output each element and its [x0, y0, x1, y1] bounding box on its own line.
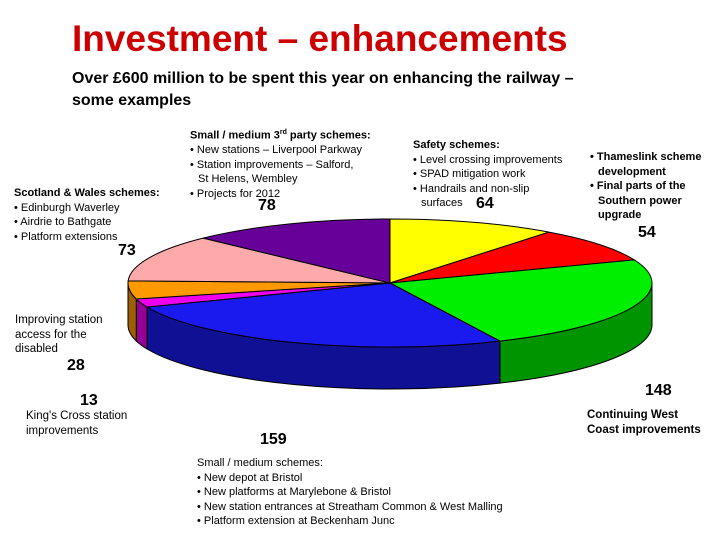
slice-value-disabled-access: 28 — [67, 357, 85, 374]
slice-value-scotland-wales: 73 — [118, 242, 136, 259]
slice-item: • SPAD mitigation work — [413, 168, 526, 180]
pie-slice-7 — [202, 218, 391, 284]
slice-label-disabled-access: Improving station access for the disable… — [15, 313, 127, 357]
slice-label-scotland-wales: Scotland & Wales schemes: • Edinburgh Wa… — [14, 186, 160, 244]
slice-item: development — [598, 165, 666, 178]
slice-label-kings-cross: King's Cross station improvements — [26, 409, 156, 438]
slice-heading: Small / medium 3rd party schemes: — [190, 129, 371, 142]
slice-item: • Station improvements – Salford, — [190, 158, 354, 171]
slice-item: • Edinburgh Waverley — [14, 201, 120, 214]
slice-label-small-medium: Small / medium schemes: • New depot at B… — [197, 456, 503, 529]
slice-value-safety-schemes: 64 — [476, 195, 494, 212]
page-title: Investment – enhancements — [72, 18, 568, 59]
slice-value-third-party: 78 — [258, 197, 276, 214]
slice-heading: Small / medium schemes: — [197, 457, 323, 469]
slice-item: • Level crossing improvements — [413, 153, 563, 166]
slice-item: • Final parts of the — [590, 180, 686, 192]
slice-heading: Scotland & Wales schemes: — [14, 187, 160, 199]
slice-label-third-party: Small / medium 3rd party schemes: • New … — [190, 126, 371, 201]
slice-label-thameslink: • Thameslink scheme development • Final … — [590, 150, 701, 223]
slice-item: • Handrails and non-slip — [413, 182, 530, 195]
slice-item: upgrade — [598, 209, 642, 221]
slice-value-small-medium: 159 — [260, 431, 287, 448]
slice-item: St Helens, Wembley — [198, 173, 298, 186]
pie-slice-0 — [389, 218, 550, 284]
slice-item: • New depot at Bristol — [197, 471, 303, 484]
slice-value-west-coast: 148 — [645, 382, 672, 399]
slice-item: • Platform extension at Beckenham Junc — [197, 515, 395, 527]
slice-value-thameslink: 54 — [638, 224, 656, 241]
slice-item: Southern power — [598, 194, 682, 207]
slice-label-west-coast: Continuing West Coast improvements — [587, 408, 712, 437]
slice-item: • Airdrie to Bathgate — [14, 216, 112, 228]
slice-heading: Continuing West Coast improvements — [587, 409, 701, 436]
slice-heading: Improving station access for the disable… — [15, 314, 103, 355]
slice-heading: Safety schemes: — [413, 139, 500, 151]
page-subtitle: Over £600 million to be spent this year … — [72, 70, 574, 109]
pie-slice-6 — [127, 237, 391, 284]
slice-label-safety-schemes: Safety schemes: • Level crossing improve… — [413, 138, 562, 211]
slice-heading: King's Cross station improvements — [26, 410, 128, 437]
slice-item: • Thameslink scheme — [590, 151, 702, 163]
slice-item: • New station entrances at Streatham Com… — [197, 500, 503, 513]
slice-item: • New platforms at Marylebone & Bristol — [197, 486, 391, 498]
slice-item: • Projects for 2012 — [190, 187, 281, 200]
pie-slice-1 — [389, 231, 636, 284]
slice-value-kings-cross: 13 — [80, 392, 98, 409]
pie-slice-3 — [145, 282, 502, 348]
slice-item: surfaces — [421, 197, 463, 209]
pie-slice-2 — [388, 259, 653, 342]
slice-item: • New stations – Liverpool Parkway — [190, 144, 362, 157]
slice-item: • Platform extensions — [14, 230, 118, 243]
